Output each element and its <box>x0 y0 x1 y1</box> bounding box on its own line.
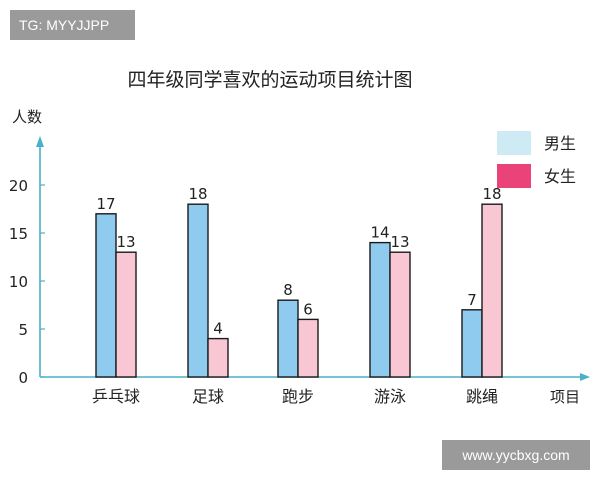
legend-label: 女生 <box>544 167 576 186</box>
category-label: 乒乓球 <box>92 387 140 406</box>
data-label: 7 <box>467 291 477 309</box>
data-label: 18 <box>482 185 501 203</box>
y-axis-label: 人数 <box>12 108 42 126</box>
bar-female <box>389 251 411 378</box>
category-label: 足球 <box>192 387 224 406</box>
y-axis-arrow <box>36 136 44 147</box>
watermark-top-left: TG: MYYJJPP <box>10 10 135 40</box>
data-label: 4 <box>213 320 223 338</box>
y-tick-label: 5 <box>18 321 28 339</box>
x-axis-label: 项目 <box>550 388 580 406</box>
chart-title: 四年级同学喜欢的运动项目统计图 <box>127 69 412 91</box>
data-label: 18 <box>188 185 207 203</box>
watermark-bottom-right: www.yycbxg.com <box>442 440 590 470</box>
bar-female <box>207 337 229 378</box>
bar-female <box>297 318 319 378</box>
bar-male <box>277 299 299 378</box>
data-label: 17 <box>96 195 115 213</box>
y-tick-label: 20 <box>9 177 28 195</box>
bar-male <box>461 309 483 378</box>
y-tick-label: 0 <box>18 369 28 387</box>
data-label: 8 <box>283 281 293 299</box>
legend-label: 男生 <box>544 134 576 153</box>
data-label: 13 <box>390 233 409 251</box>
category-label: 跑步 <box>282 387 314 406</box>
data-label: 14 <box>370 224 389 242</box>
x-axis-arrow <box>580 373 590 381</box>
y-tick-label: 15 <box>9 225 28 243</box>
category-label: 游泳 <box>374 387 406 406</box>
bar-female <box>115 251 137 378</box>
bar-male <box>187 203 209 378</box>
bar-female <box>481 203 503 378</box>
legend-swatch-female <box>497 164 531 188</box>
bar-male <box>95 213 117 378</box>
data-label: 13 <box>116 233 135 251</box>
data-label: 6 <box>303 300 313 318</box>
legend-swatch-male <box>497 131 531 155</box>
category-label: 跳绳 <box>466 387 498 406</box>
bar-male <box>369 241 391 378</box>
y-tick-label: 10 <box>9 273 28 291</box>
